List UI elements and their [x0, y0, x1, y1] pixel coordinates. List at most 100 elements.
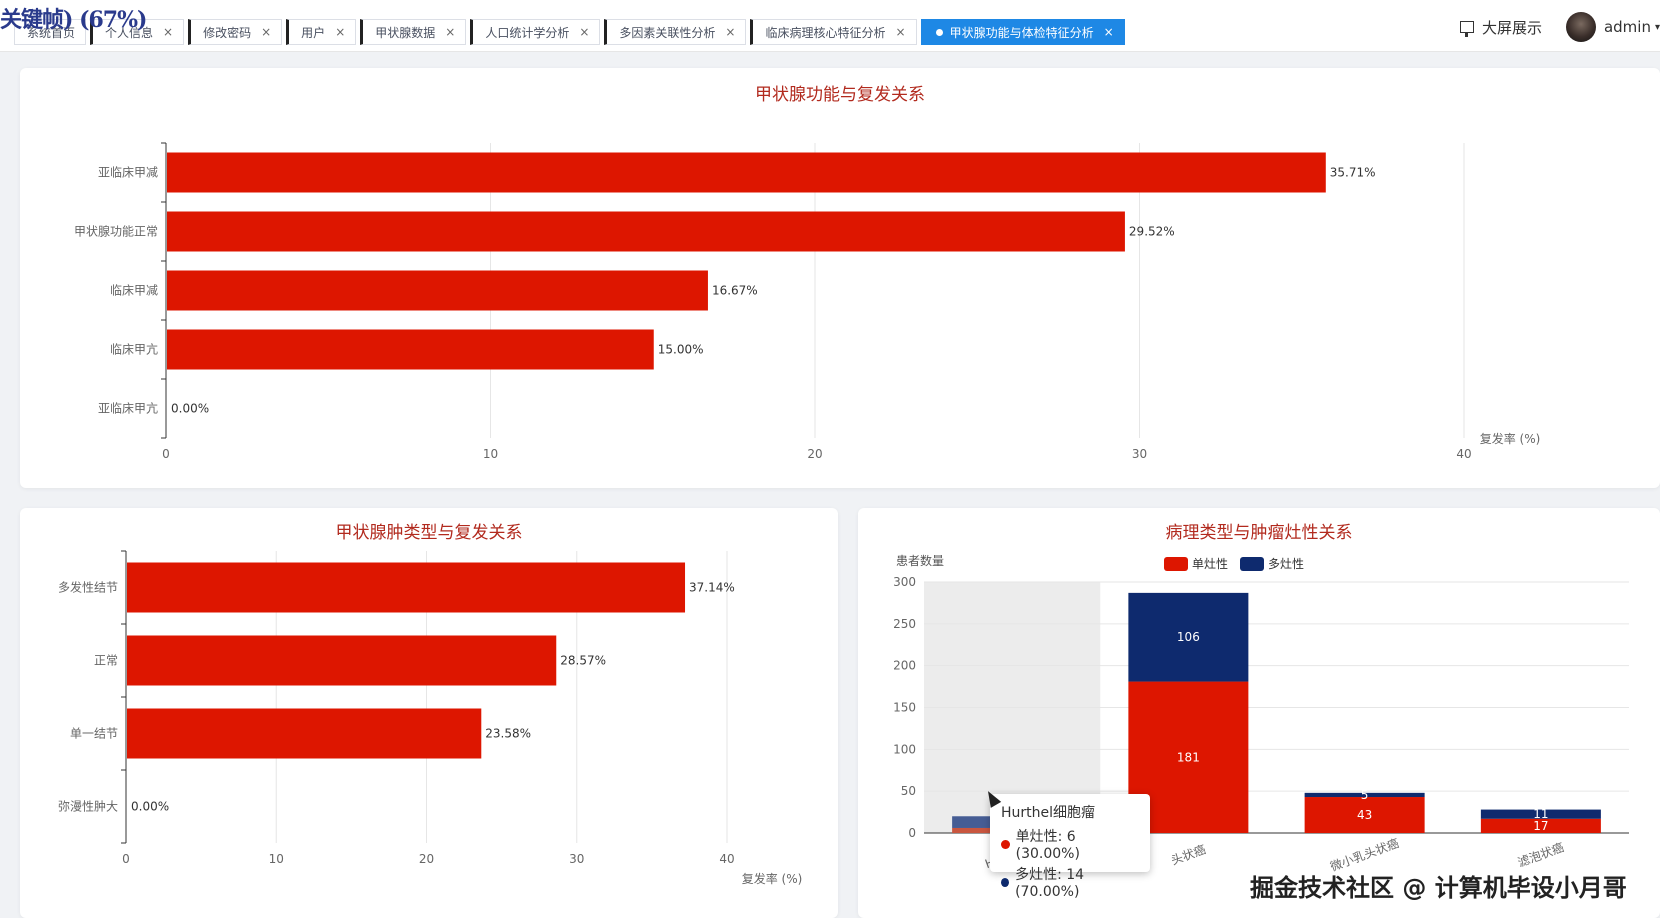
y-tick-label: 250	[893, 617, 916, 631]
close-icon[interactable]: ×	[895, 25, 906, 39]
x-tick-label: 0	[162, 447, 170, 461]
x-tick-label: 20	[807, 447, 822, 461]
bar-value-label: 28.57%	[560, 654, 606, 668]
tooltip-row-text: 单灶性: 6 (30.00%)	[1015, 829, 1080, 862]
chart-card-goiter-type: 甲状腺肿类型与复发关系 0 10 20 30 40 多发性结节 37.14% 正常 28.57%…	[20, 508, 838, 918]
bar	[167, 270, 708, 311]
close-icon[interactable]: ×	[335, 25, 346, 39]
close-icon[interactable]: ×	[163, 25, 174, 39]
tab-8[interactable]: 甲状腺功能与体检特征分析 ×	[920, 19, 1125, 45]
category-label: 弥漫性肿大	[58, 799, 118, 814]
user-name[interactable]: admin	[1603, 18, 1651, 36]
x-axis-label: 复发率 (%)	[742, 871, 803, 886]
y-tick-label: 50	[901, 784, 916, 798]
x-tick-label: 40	[1456, 447, 1471, 461]
category-label: 多发性结节	[58, 580, 118, 595]
tab-1[interactable]: 个人信息 ×	[90, 19, 185, 45]
bar-value-label: 17	[1533, 819, 1548, 833]
chart-title: 病理类型与肿瘤灶性关系	[1165, 523, 1353, 543]
bar-segment	[1480, 809, 1601, 819]
bar-segment	[1480, 818, 1601, 833]
big-screen-button[interactable]: 大屏展示	[1459, 17, 1542, 38]
x-tick-label: 头状癌	[1169, 841, 1208, 867]
bar	[167, 152, 1326, 193]
tooltip-title: Hurthel细胞瘤	[1001, 805, 1096, 821]
legend-label: 多灶性	[1268, 557, 1304, 571]
y-tick-label: 200	[893, 659, 916, 673]
x-tick-label: 10	[483, 447, 498, 461]
chart-card-thyroid-function: 甲状腺功能与复发关系 0 10 20 30 40 亚临床甲减 35.71% 甲状腺功能正常 29…	[20, 68, 1660, 488]
bar-value-label: 23.58%	[485, 727, 531, 741]
x-tick-label: 30	[569, 852, 584, 866]
tab-label: 修改密码	[203, 25, 252, 40]
tab-7[interactable]: 临床病理核心特征分析 ×	[750, 19, 917, 45]
bar-segment	[1304, 797, 1425, 833]
legend-swatch	[1240, 557, 1264, 571]
tooltip-row: 多灶性: 14 (70.00%)	[1001, 864, 1139, 900]
bar-value-label: 35.71%	[1330, 166, 1376, 180]
bar-value-label: 0.00%	[131, 800, 169, 814]
bar-segment	[1128, 592, 1249, 682]
close-icon[interactable]: ×	[725, 25, 736, 39]
video-overlay-title: 关键帧) (67%)	[0, 7, 147, 33]
tab-label: 甲状腺功能与体检特征分析	[949, 25, 1094, 40]
bar-value-label: 29.52%	[1129, 225, 1175, 239]
category-label: 亚临床甲亢	[98, 401, 158, 416]
tab-4[interactable]: 甲状腺数据 ×	[360, 19, 467, 45]
bar-value-label: 181	[1177, 750, 1200, 764]
tooltip-row-text: 多灶性: 14 (70.00%)	[1015, 867, 1085, 900]
y-tick-label: 0	[908, 826, 916, 840]
close-icon[interactable]: ×	[445, 25, 456, 39]
avatar[interactable]	[1565, 12, 1596, 42]
legend-dot-icon	[1001, 839, 1010, 849]
y-tick-label: 100	[893, 742, 916, 756]
tab-0[interactable]: 系统首页	[14, 19, 87, 45]
bar-value-label: 5	[1361, 788, 1369, 802]
header-tools: 大屏展示 admin ▾	[1459, 12, 1660, 42]
x-tick-label: 20	[419, 852, 434, 866]
close-icon[interactable]: ×	[1103, 25, 1114, 39]
tab-3[interactable]: 用户 ×	[286, 19, 357, 45]
chart-card-pathology-focality: 病理类型与肿瘤灶性关系 0 50 100 150 200 250 300 患者数量 单灶性 多灶性…	[858, 508, 1660, 918]
bar-value-label: 11	[1533, 807, 1548, 821]
bar-value-label: 106	[1177, 630, 1200, 644]
category-label: 单一结节	[70, 727, 118, 741]
tab-label: 多因素关联性分析	[619, 25, 716, 40]
chevron-down-icon[interactable]: ▾	[1654, 21, 1660, 33]
x-tick-label: 10	[269, 852, 284, 866]
y-axis-label: 患者数量	[896, 553, 944, 568]
category-label: 临床甲减	[110, 284, 158, 298]
tab-label: 个人信息	[105, 25, 154, 40]
chart-title: 甲状腺肿类型与复发关系	[335, 523, 523, 543]
bar	[127, 635, 557, 686]
chart-thyroid-function: 0 10 20 30 40 亚临床甲减 35.71% 甲状腺功能正常 29.52% 临床甲减 16.…	[74, 142, 1541, 461]
tab-2[interactable]: 修改密码 ×	[188, 19, 283, 45]
bar-segment	[1304, 792, 1425, 798]
bar-value-label: 16.67%	[712, 284, 758, 298]
legend-swatch	[1164, 557, 1188, 571]
legend-label: 单灶性	[1192, 557, 1228, 571]
category-label: 临床甲亢	[110, 342, 158, 357]
category-label: 亚临床甲减	[98, 166, 158, 180]
tab-label: 用户	[301, 25, 326, 40]
tab-bar: 系统首页 个人信息 × 修改密码 × 用户 × 甲状腺数据 × 人口统计学分析 × 多因素关联性分析 ×…	[14, 18, 1129, 46]
bar	[167, 211, 1125, 252]
tab-6[interactable]: 多因素关联性分析 ×	[604, 19, 747, 45]
tooltip-row: 单灶性: 6 (30.00%)	[1001, 826, 1139, 862]
chart-pathology-focality: 050100150200250300患者数量单灶性多灶性Hurthel细1811…	[893, 553, 1629, 874]
x-axis-label: 复发率 (%)	[1480, 431, 1541, 446]
y-tick-label: 300	[893, 575, 916, 589]
tab-label: 甲状腺数据	[375, 25, 436, 40]
bar-value-label: 15.00%	[658, 343, 704, 357]
bar-value-label: 37.14%	[689, 581, 735, 595]
chart-goiter-type: 0 10 20 30 40 多发性结节 37.14% 正常 28.57% 单一结节 23.58% 弥漫…	[58, 550, 803, 886]
close-icon[interactable]: ×	[261, 25, 272, 39]
close-icon[interactable]: ×	[579, 25, 590, 39]
chart-tooltip: Hurthel细胞瘤 单灶性: 6 (30.00%) 多灶性: 14 (70.0…	[990, 794, 1150, 900]
category-label: 甲状腺功能正常	[74, 225, 158, 239]
active-dot-icon	[935, 28, 943, 36]
tab-5[interactable]: 人口统计学分析 ×	[470, 19, 601, 45]
x-tick-label: 40	[719, 852, 734, 866]
watermark: 掘金技术社区 @ 计算机毕设小月哥	[1250, 874, 1627, 902]
tab-label: 系统首页	[27, 25, 76, 40]
